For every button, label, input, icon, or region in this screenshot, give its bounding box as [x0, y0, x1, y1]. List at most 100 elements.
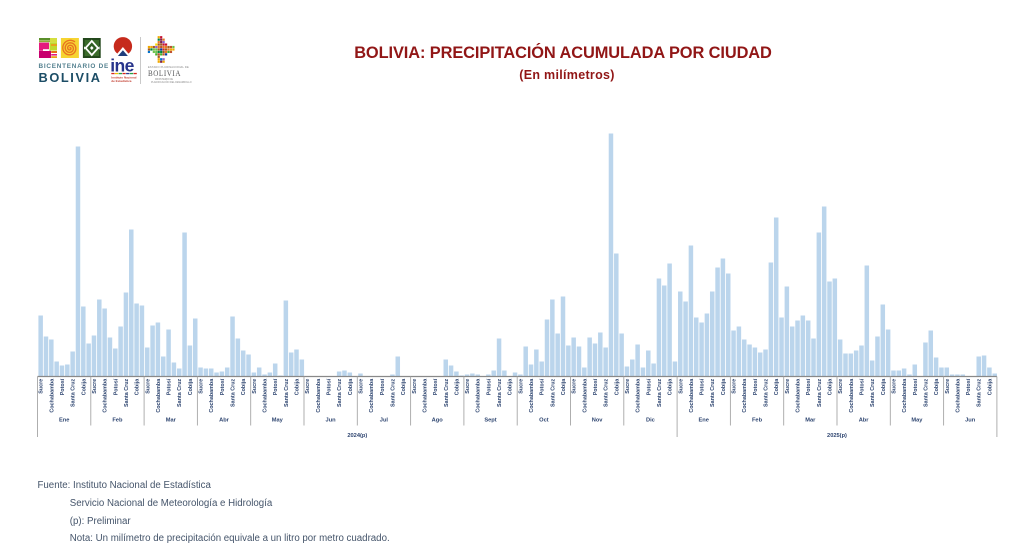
svg-text:Cobija: Cobija: [934, 378, 940, 395]
svg-text:Sucre: Sucre: [945, 379, 951, 394]
svg-text:Ago: Ago: [432, 418, 444, 424]
svg-text:Oct: Oct: [539, 418, 549, 424]
svg-text:Sucre: Sucre: [785, 379, 791, 394]
svg-text:Sucre: Sucre: [145, 379, 151, 394]
svg-text:Mar: Mar: [805, 418, 816, 424]
svg-text:Abr: Abr: [219, 418, 230, 424]
svg-text:Abr: Abr: [859, 418, 870, 424]
svg-text:Potosí: Potosí: [113, 378, 119, 395]
svg-text:Cobija: Cobija: [241, 378, 247, 395]
svg-text:Cobija: Cobija: [401, 378, 407, 395]
svg-text:Cochabamba: Cochabamba: [849, 378, 855, 413]
svg-text:Cobija: Cobija: [721, 378, 727, 395]
svg-text:Sucre: Sucre: [412, 379, 418, 394]
svg-text:Potosí: Potosí: [433, 378, 439, 395]
svg-text:Cochabamba: Cochabamba: [209, 378, 215, 413]
svg-text:Potosí: Potosí: [646, 378, 652, 395]
svg-text:Santa Cruz: Santa Cruz: [604, 378, 610, 406]
svg-text:Cobija: Cobija: [295, 378, 301, 395]
svg-text:Cochabamba: Cochabamba: [902, 378, 908, 413]
svg-text:Sucre: Sucre: [358, 379, 364, 394]
svg-text:Jun: Jun: [965, 418, 976, 424]
svg-text:Santa Cruz: Santa Cruz: [177, 378, 183, 406]
svg-text:Cobija: Cobija: [348, 378, 354, 395]
svg-text:Santa Cruz: Santa Cruz: [284, 378, 290, 406]
svg-text:Sucre: Sucre: [891, 379, 897, 394]
svg-text:Cobija: Cobija: [135, 378, 141, 395]
svg-text:Sucre: Sucre: [305, 379, 311, 394]
svg-text:Cochabamba: Cochabamba: [422, 378, 428, 413]
svg-text:Jul: Jul: [380, 418, 389, 424]
svg-text:Santa Cruz: Santa Cruz: [231, 378, 237, 406]
svg-text:Sucre: Sucre: [518, 379, 524, 394]
svg-text:Potosí: Potosí: [273, 378, 279, 395]
svg-text:Cochabamba: Cochabamba: [156, 378, 162, 413]
svg-text:Sucre: Sucre: [199, 379, 205, 394]
svg-text:Cochabamba: Cochabamba: [476, 378, 482, 413]
svg-text:Sucre: Sucre: [625, 379, 631, 394]
svg-text:Dic: Dic: [646, 418, 655, 424]
svg-text:Potosí: Potosí: [380, 378, 386, 395]
svg-text:Cochabamba: Cochabamba: [582, 378, 588, 413]
svg-text:Nov: Nov: [592, 418, 604, 424]
svg-text:Cochabamba: Cochabamba: [689, 378, 695, 413]
svg-text:Potosí: Potosí: [326, 378, 332, 395]
svg-text:Santa Cruz: Santa Cruz: [764, 378, 770, 406]
svg-text:Ene: Ene: [59, 418, 69, 424]
svg-text:Ene: Ene: [698, 418, 708, 424]
svg-text:Instituto Nacional: Instituto Nacional: [111, 76, 136, 80]
svg-text:Jun: Jun: [326, 418, 337, 424]
svg-text:de Estadística: de Estadística: [111, 79, 132, 83]
svg-text:Sucre: Sucre: [572, 379, 578, 394]
svg-text:Santa Cruz: Santa Cruz: [550, 378, 556, 406]
svg-text:Cobija: Cobija: [668, 378, 674, 395]
svg-text:Cobija: Cobija: [828, 378, 834, 395]
svg-text:Potosí: Potosí: [167, 378, 173, 395]
svg-text:Cobija: Cobija: [614, 378, 620, 395]
svg-text:Potosí: Potosí: [486, 378, 492, 395]
svg-text:Santa Cruz: Santa Cruz: [124, 378, 130, 406]
svg-text:Cochabamba: Cochabamba: [742, 378, 748, 413]
svg-text:Cobija: Cobija: [508, 378, 514, 395]
svg-text:Santa Cruz: Santa Cruz: [497, 378, 503, 406]
svg-text:Cochabamba: Cochabamba: [796, 378, 802, 413]
svg-text:Santa Cruz: Santa Cruz: [923, 378, 929, 406]
svg-text:Potosí: Potosí: [700, 378, 706, 395]
svg-text:Cochabamba: Cochabamba: [103, 378, 109, 413]
svg-text:Santa Cruz: Santa Cruz: [337, 378, 343, 406]
svg-text:2024(p): 2024(p): [347, 433, 367, 439]
svg-text:Cobija: Cobija: [881, 378, 887, 395]
svg-text:Cochabamba: Cochabamba: [316, 378, 322, 413]
svg-text:Sucre: Sucre: [838, 379, 844, 394]
svg-text:Santa Cruz: Santa Cruz: [657, 378, 663, 406]
svg-text:Feb: Feb: [752, 418, 763, 424]
svg-text:Santa Cruz: Santa Cruz: [977, 378, 983, 406]
svg-text:Potosí: Potosí: [966, 378, 972, 395]
svg-text:May: May: [272, 418, 284, 424]
svg-text:Cochabamba: Cochabamba: [955, 378, 961, 413]
svg-text:Potosí: Potosí: [593, 378, 599, 395]
svg-text:Feb: Feb: [112, 418, 123, 424]
svg-text:Cobija: Cobija: [987, 378, 993, 395]
svg-text:Potosí: Potosí: [220, 378, 226, 395]
svg-text:Cochabamba: Cochabamba: [49, 378, 55, 413]
svg-text:Cochabamba: Cochabamba: [529, 378, 535, 413]
svg-text:Sucre: Sucre: [678, 379, 684, 394]
svg-text:Santa Cruz: Santa Cruz: [390, 378, 396, 406]
svg-text:Santa Cruz: Santa Cruz: [71, 378, 77, 406]
svg-text:Cobija: Cobija: [81, 378, 87, 395]
svg-text:Sucre: Sucre: [92, 379, 98, 394]
svg-text:Sucre: Sucre: [465, 379, 471, 394]
svg-text:2025(p): 2025(p): [827, 433, 847, 439]
svg-text:Sept: Sept: [484, 418, 496, 424]
svg-text:Santa Cruz: Santa Cruz: [870, 378, 876, 406]
svg-text:Potosí: Potosí: [753, 378, 759, 395]
svg-text:Potosí: Potosí: [913, 378, 919, 395]
svg-text:Mar: Mar: [166, 418, 177, 424]
svg-text:Santa Cruz: Santa Cruz: [444, 378, 450, 406]
svg-text:Santa Cruz: Santa Cruz: [817, 378, 823, 406]
svg-text:Cochabamba: Cochabamba: [636, 378, 642, 413]
svg-text:ine: ine: [110, 56, 134, 76]
svg-text:Potosí: Potosí: [806, 378, 812, 395]
svg-text:Sucre: Sucre: [252, 379, 258, 394]
